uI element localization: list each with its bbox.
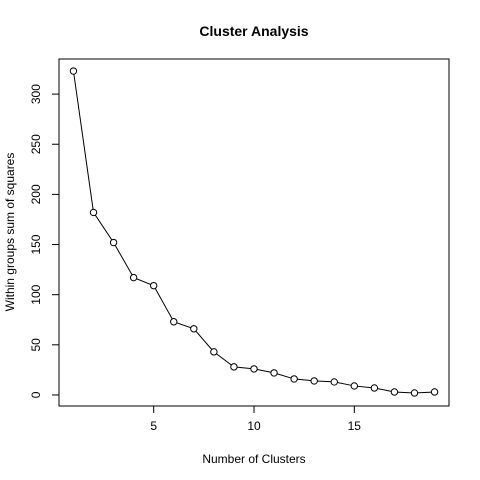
y-tick-label: 300 — [29, 84, 43, 104]
y-tick-label: 50 — [29, 338, 43, 352]
series-line — [72, 70, 435, 394]
data-point — [190, 325, 198, 333]
data-point — [230, 363, 238, 371]
plot-frame — [58, 58, 450, 407]
data-point — [170, 318, 178, 326]
data-point — [210, 348, 218, 356]
data-point — [310, 377, 318, 385]
y-axis-label: Within groups sum of squares — [3, 153, 17, 312]
y-tick-label: 100 — [29, 284, 43, 304]
y-tick-label: 150 — [29, 234, 43, 254]
data-point — [129, 273, 138, 282]
data-point — [250, 365, 258, 373]
data-point — [109, 238, 118, 247]
data-point — [410, 389, 419, 397]
data-point — [390, 388, 399, 396]
y-tick-label: 200 — [29, 184, 43, 204]
x-tick-label: 5 — [150, 419, 157, 433]
data-point — [149, 281, 158, 290]
x-axis-label: Number of Clusters — [202, 452, 305, 466]
x-tick-label: 15 — [348, 419, 362, 433]
data-points — [69, 67, 439, 397]
data-point — [89, 208, 98, 217]
y-tick-label: 0 — [29, 391, 43, 398]
x-tick-label: 10 — [247, 419, 261, 433]
chart-title: Cluster Analysis — [199, 23, 308, 39]
y-tick-label: 250 — [29, 134, 43, 154]
data-point — [370, 384, 379, 392]
data-point — [270, 369, 278, 377]
data-point — [430, 388, 439, 396]
data-point — [290, 375, 298, 383]
data-point — [330, 378, 338, 386]
data-point — [69, 67, 78, 75]
x-axis: 5 10 15 — [73, 405, 435, 433]
data-point — [350, 382, 359, 390]
y-axis: 0 50 100 150 200 250 300 — [29, 84, 60, 398]
